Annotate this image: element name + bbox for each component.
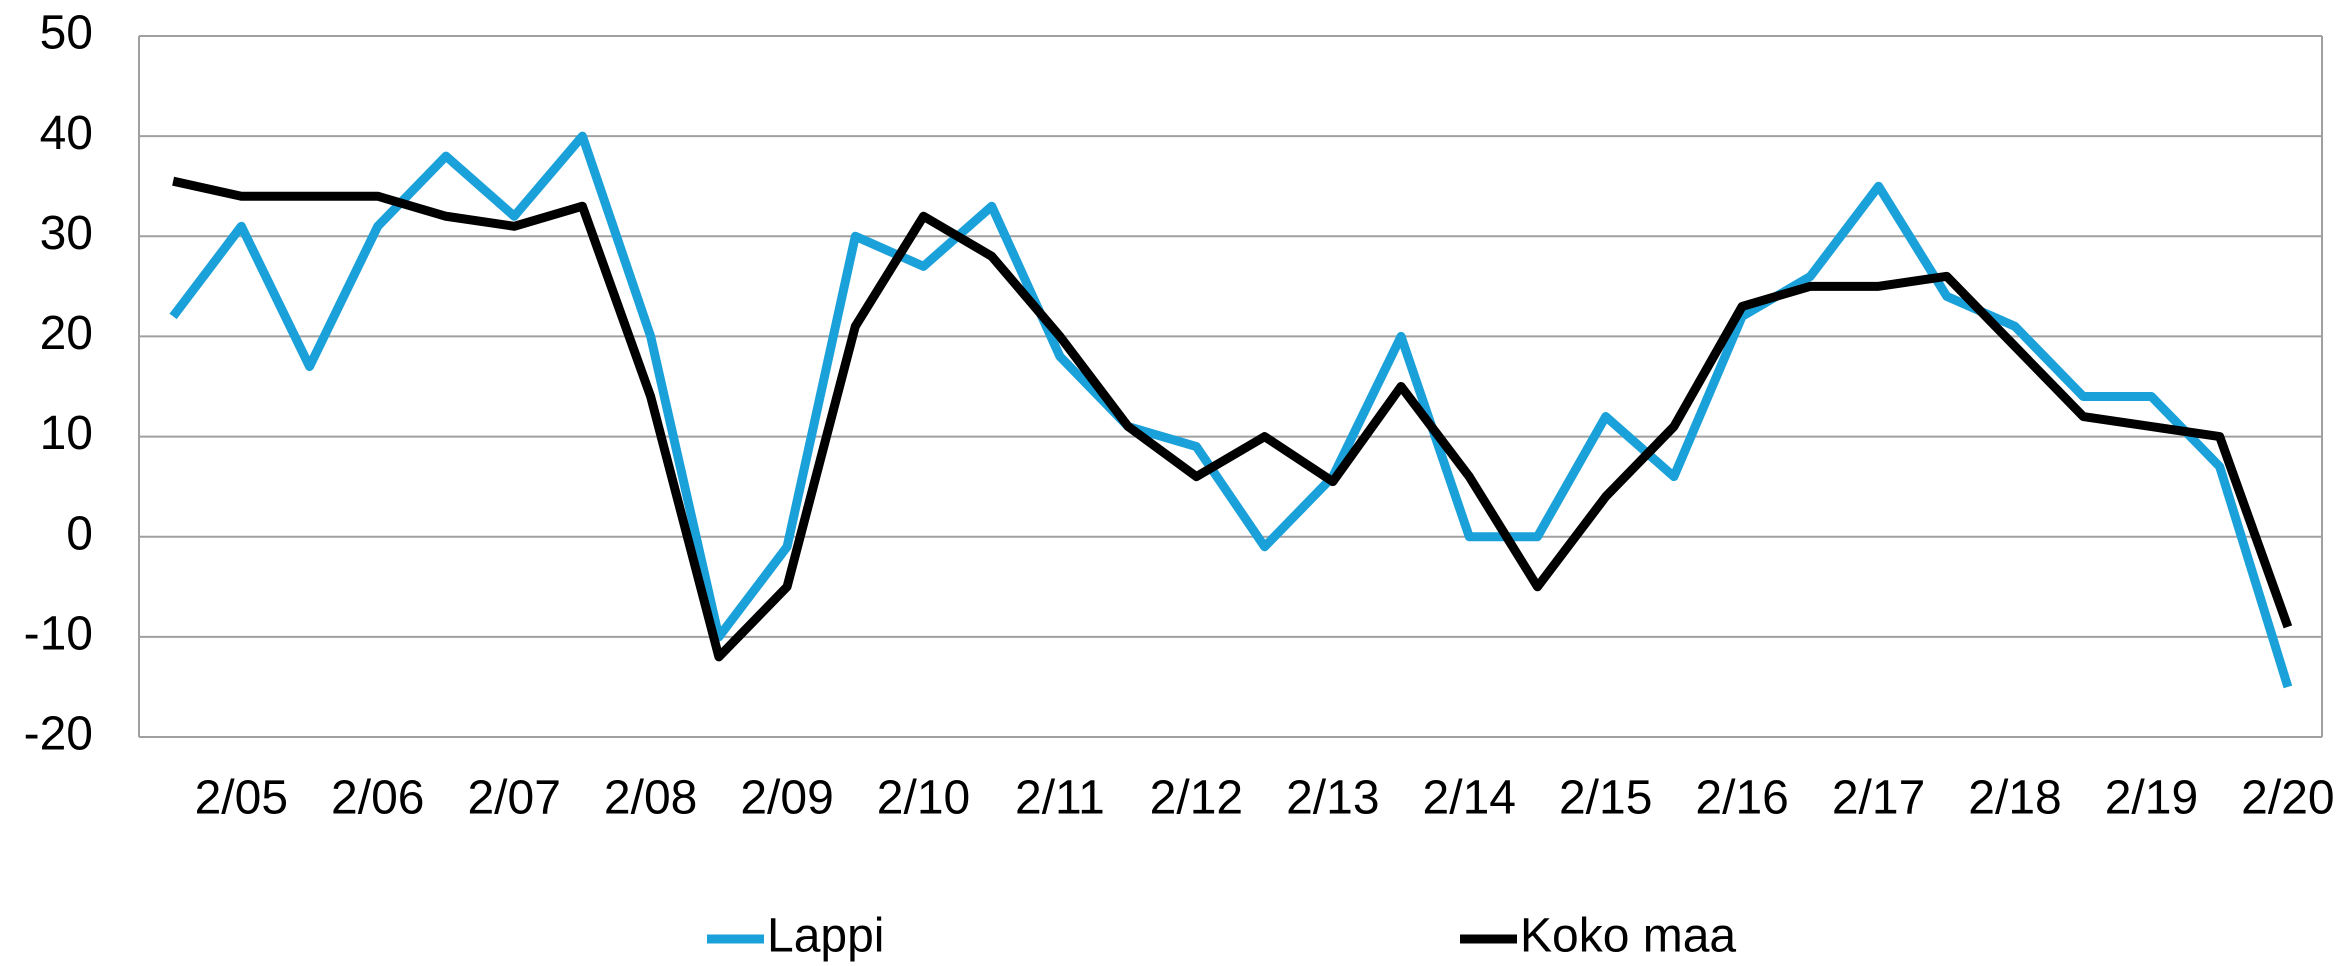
x-tick-label: 2/05 — [195, 772, 288, 825]
x-tick-label: 2/20 — [2241, 772, 2334, 825]
y-tick-label: 50 — [40, 7, 93, 60]
x-tick-label: 2/18 — [1968, 772, 2061, 825]
y-tick-label: 40 — [40, 107, 93, 160]
x-tick-label: 2/08 — [604, 772, 697, 825]
x-tick-label: 2/14 — [1423, 772, 1516, 825]
legend-label: Koko maa — [1520, 910, 1736, 963]
y-tick-label: -10 — [24, 608, 93, 661]
x-tick-label: 2/16 — [1695, 772, 1788, 825]
x-tick-label: 2/11 — [1015, 772, 1105, 825]
x-tick-label: 2/07 — [467, 772, 560, 825]
y-tick-label: 20 — [40, 307, 93, 360]
series-line — [172, 176, 2293, 662]
y-tick-label: 30 — [40, 207, 93, 260]
x-tick-label: 2/15 — [1559, 772, 1652, 825]
x-tick-label: 2/12 — [1150, 772, 1243, 825]
legend-label: Lappi — [767, 910, 884, 963]
x-tick-label: 2/17 — [1832, 772, 1925, 825]
x-tick-label: 2/09 — [740, 772, 833, 825]
x-tick-label: 2/13 — [1286, 772, 1379, 825]
y-tick-label: 10 — [40, 407, 93, 460]
x-tick-label: 2/06 — [331, 772, 424, 825]
y-tick-label: -20 — [24, 708, 93, 761]
x-tick-label: 2/10 — [877, 772, 970, 825]
y-tick-label: 0 — [66, 507, 93, 560]
x-tick-label: 2/19 — [2105, 772, 2198, 825]
